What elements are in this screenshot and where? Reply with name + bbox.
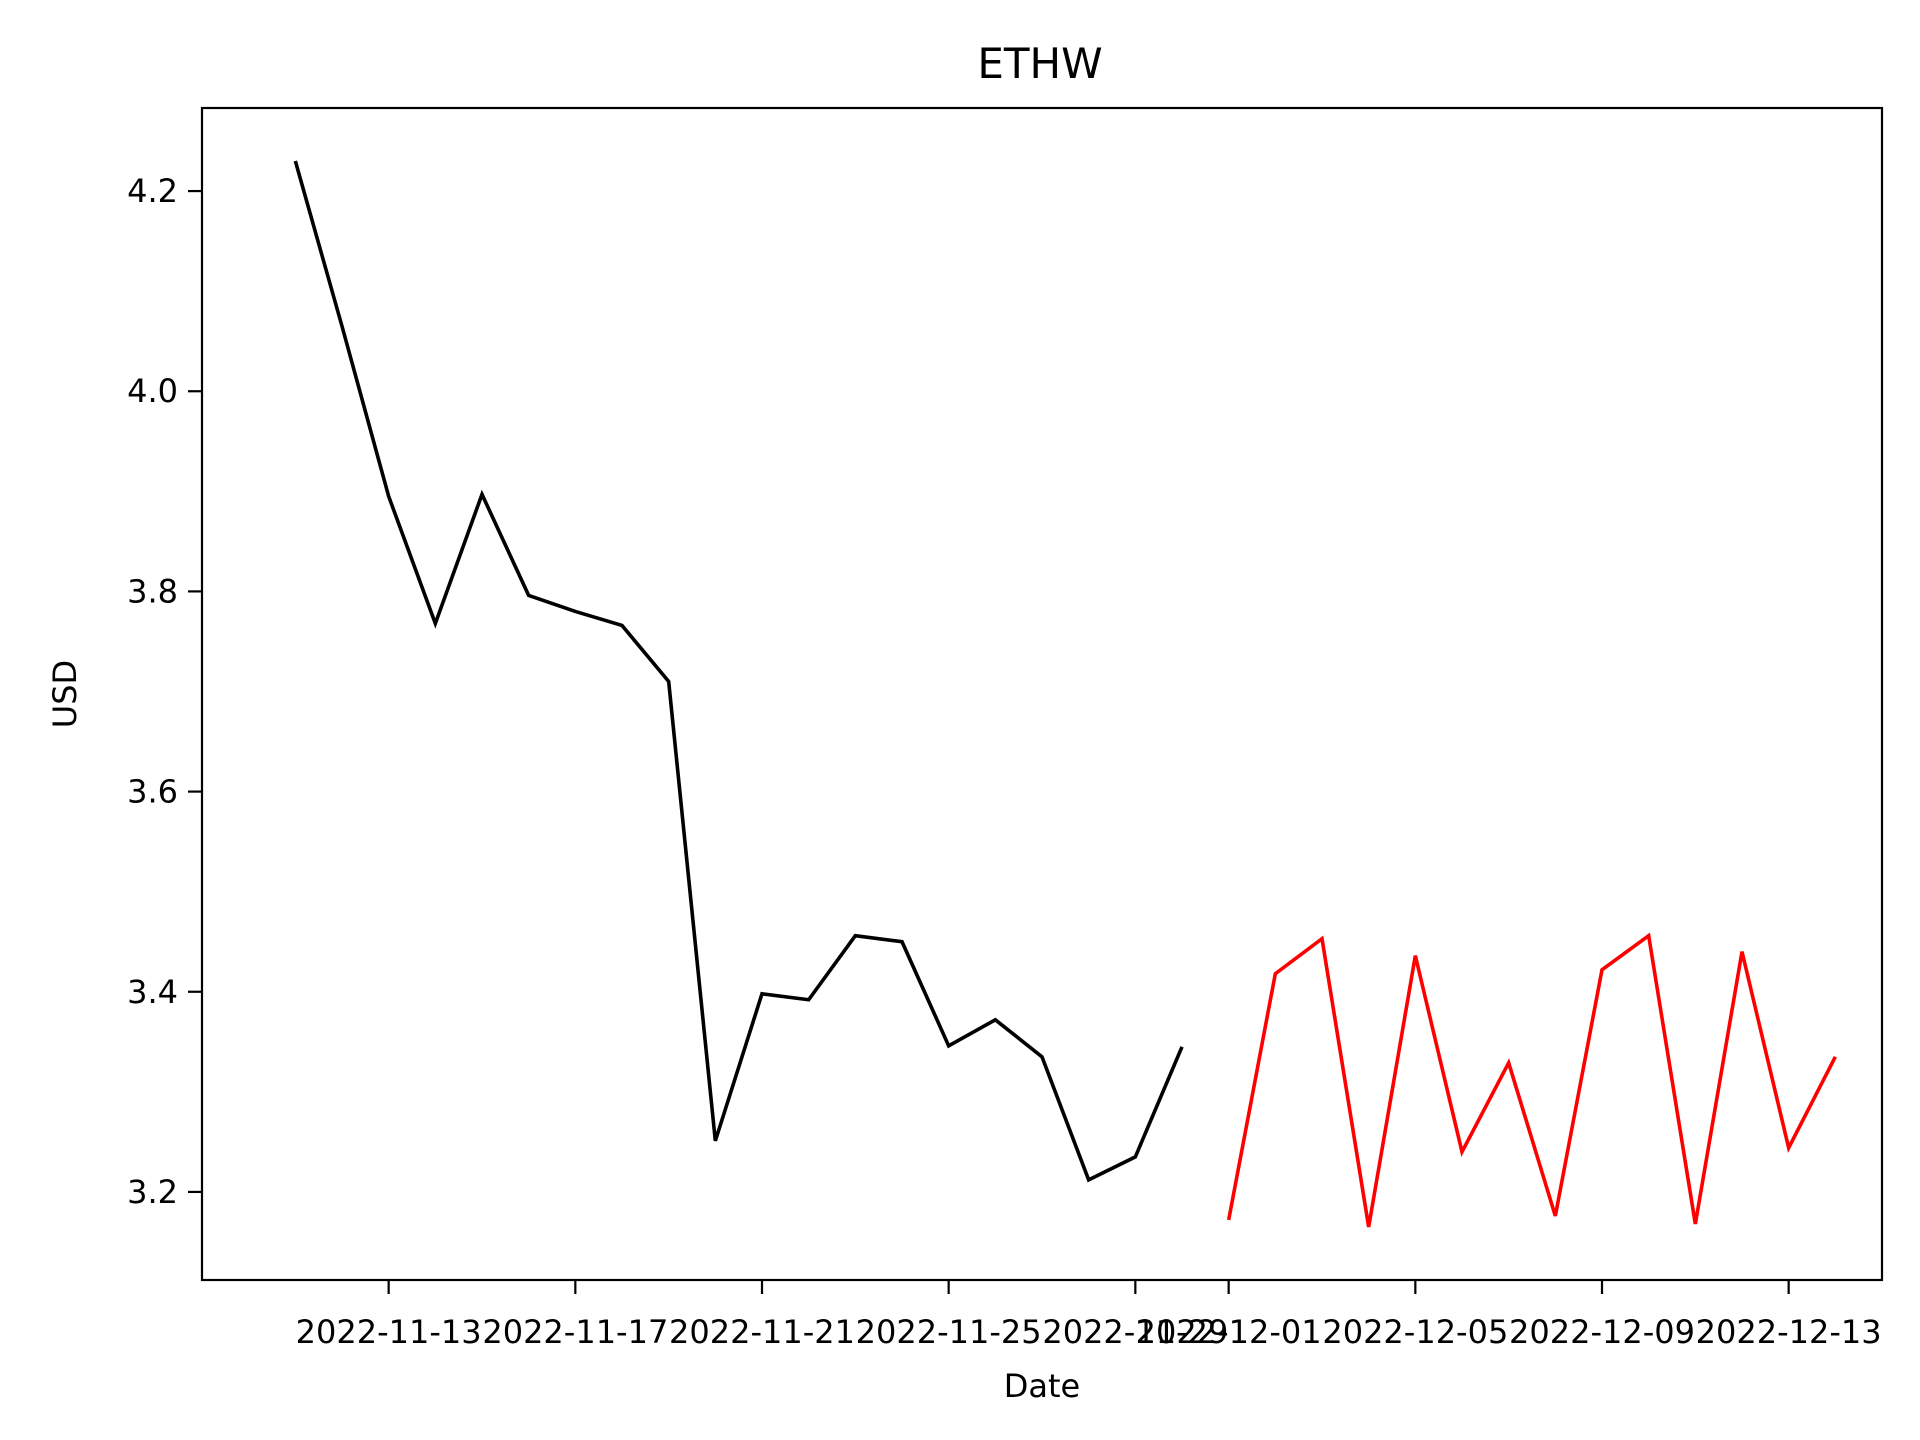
plot-area	[293, 160, 1837, 1228]
axis-ticks: 2022-11-13 2022-11-17 2022-11-21 2022-11-25…	[127, 172, 1882, 1351]
plot-frame	[200, 106, 1884, 1282]
y-tick-label: 3.6	[127, 773, 178, 811]
y-tick-label: 3.2	[127, 1173, 178, 1211]
y-tick-label: 3.4	[127, 973, 178, 1011]
y-axis-label: USD	[46, 660, 84, 728]
x-tick-label: 2022-12-13	[1696, 1313, 1882, 1351]
y-tick-label: 3.8	[127, 572, 178, 610]
x-tick-label: 2022-11-13	[296, 1313, 482, 1351]
x-tick-label: 2022-12-09	[1509, 1313, 1695, 1351]
x-tick-label: 2022-11-17	[482, 1313, 668, 1351]
x-tick-label: 2022-12-01	[1136, 1313, 1322, 1351]
x-axis-label: Date	[1004, 1367, 1080, 1405]
y-tick-label: 4.2	[127, 172, 178, 210]
x-tick-label: 2022-11-21	[669, 1313, 855, 1351]
x-tick-label: 2022-11-25	[856, 1313, 1042, 1351]
x-tick-label: 2022-11-29	[1042, 1313, 1228, 1351]
series-line-0	[293, 160, 1184, 1183]
chart-title: ETHW	[977, 39, 1102, 88]
series-line-1	[1226, 932, 1837, 1228]
x-tick-label: 2022-12-05	[1322, 1313, 1508, 1351]
y-tick-label: 4.0	[127, 372, 178, 410]
